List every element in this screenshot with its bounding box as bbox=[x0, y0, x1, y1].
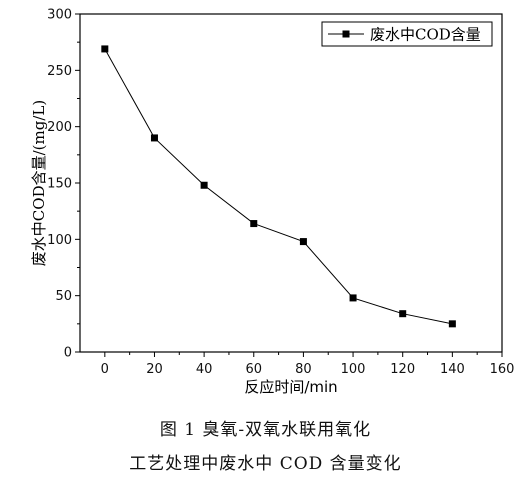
plot-area: 0 20 40 60 80 100 120 140 160 0 50 100 150 200 250 300 bbox=[47, 8, 514, 378]
legend-label: 废水中COD含量 bbox=[370, 26, 481, 44]
y-axis-label: 废水中COD含量/(mg/L) bbox=[30, 100, 48, 266]
x-tick-label: 160 bbox=[490, 362, 515, 377]
legend-marker bbox=[342, 30, 350, 38]
figure-caption-line-2: 工艺处理中废水中 COD 含量变化 bbox=[129, 454, 402, 474]
x-tick-label: 80 bbox=[295, 362, 312, 377]
x-tick-label: 60 bbox=[245, 362, 262, 377]
data-point-marker bbox=[349, 294, 357, 302]
data-point-marker bbox=[101, 45, 109, 53]
data-point-marker bbox=[200, 181, 208, 189]
x-tick-label: 140 bbox=[440, 362, 465, 377]
data-point-marker bbox=[250, 220, 258, 228]
cod-line-chart: 0 20 40 60 80 100 120 140 160050100150200250300 … bbox=[30, 8, 514, 397]
y-tick-label: 250 bbox=[47, 64, 72, 79]
x-tick-label: 0 bbox=[101, 362, 109, 377]
x-axis-label: 反应时间/min bbox=[244, 378, 337, 396]
x-tick-label: 120 bbox=[390, 362, 415, 377]
x-tick-label: 40 bbox=[196, 362, 213, 377]
legend: 废水中COD含量 bbox=[321, 21, 493, 47]
data-point-marker bbox=[399, 310, 407, 318]
series-line bbox=[104, 48, 453, 325]
data-point-marker bbox=[448, 320, 456, 328]
x-tick-label: 20 bbox=[146, 362, 163, 377]
data-point-marker bbox=[150, 134, 158, 142]
x-tick-label: 100 bbox=[341, 362, 366, 377]
y-tick-label: 0 bbox=[64, 346, 72, 361]
y-tick-label: 200 bbox=[47, 120, 72, 135]
figure-caption-line-1: 图 1 臭氧-双氧水联用氧化 bbox=[159, 420, 372, 440]
y-tick-label: 150 bbox=[47, 177, 72, 192]
y-tick-label: 50 bbox=[55, 289, 72, 304]
y-tick-label: 100 bbox=[47, 233, 72, 248]
plot-frame bbox=[79, 13, 503, 353]
data-point-marker bbox=[299, 238, 307, 246]
y-tick-label: 300 bbox=[47, 8, 72, 23]
